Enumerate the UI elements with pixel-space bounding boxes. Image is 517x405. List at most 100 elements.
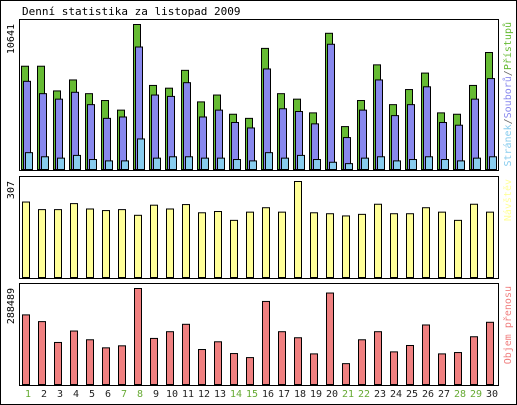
bar-kbytes-Objem přenosu-day-28 xyxy=(454,352,462,386)
bar-visits-Návštěv-day-30 xyxy=(486,211,494,278)
legend-entry: Stránek xyxy=(502,124,514,166)
bar-kbytes-Objem přenosu-day-21 xyxy=(342,363,350,385)
x-tick-label: 24 xyxy=(390,389,402,400)
legend-entry: Souborů xyxy=(502,76,514,118)
bar-kbytes-Objem přenosu-day-1 xyxy=(22,314,30,385)
bar-kbytes-Objem přenosu-day-15 xyxy=(246,357,254,386)
bar-hits-files-pages-Stránek-day-11 xyxy=(185,156,193,170)
bar-visits-Návštěv-day-29 xyxy=(470,203,478,279)
panel-kbytes: 288489 Objem přenosu xyxy=(6,283,514,386)
x-tick-label: 5 xyxy=(89,389,95,400)
bar-kbytes-Objem přenosu-day-27 xyxy=(438,353,446,386)
bar-visits-Návštěv-day-2 xyxy=(38,209,46,278)
bar-hits-files-pages-Souborů-day-23 xyxy=(375,79,383,170)
bar-kbytes-Objem přenosu-day-13 xyxy=(214,341,222,385)
bar-visits-Návštěv-day-27 xyxy=(438,211,446,278)
x-tick-label: 14 xyxy=(230,389,242,400)
bar-visits-Návštěv-day-19 xyxy=(310,212,318,279)
x-tick-label: 10 xyxy=(166,389,178,400)
bar-hits-files-pages-Stránek-day-22 xyxy=(361,157,369,170)
bar-hits-files-pages-Stránek-day-9 xyxy=(153,157,161,170)
x-tick-label: 26 xyxy=(422,389,434,400)
bar-kbytes-Objem přenosu-day-17 xyxy=(278,331,286,385)
bar-visits-Návštěv-day-17 xyxy=(278,211,286,278)
x-axis-day-labels: 1 2 3 4 5 6 7 8 9 10 11 12 13 14 15 16 17 18 19 20 21 22 23 24 2… xyxy=(25,389,498,400)
bar-hits-files-pages-Stránek-day-4 xyxy=(73,154,81,171)
bar-visits-Návštěv-day-16 xyxy=(262,207,270,279)
x-tick-label: 3 xyxy=(57,389,63,400)
bar-visits-Návštěv-day-20 xyxy=(326,213,334,278)
bar-hits-files-pages-Stránek-day-7 xyxy=(121,160,129,171)
bar-hits-files-pages-Stránek-day-14 xyxy=(233,159,241,171)
bar-kbytes-Objem přenosu-day-18 xyxy=(294,337,302,385)
bar-visits-Návštěv-day-21 xyxy=(342,215,350,279)
bar-hits-files-pages-Stránek-day-17 xyxy=(281,157,289,170)
bar-kbytes-Objem přenosu-day-29 xyxy=(470,336,478,385)
bar-visits-Návštěv-day-14 xyxy=(230,219,238,278)
bar-hits-files-pages-Stránek-day-30 xyxy=(489,156,497,170)
bar-visits-Návštěv-day-13 xyxy=(214,211,222,278)
bar-visits-Návštěv-day-1 xyxy=(22,201,30,278)
bar-visits-Návštěv-day-28 xyxy=(454,219,462,278)
x-tick-label: 2 xyxy=(41,389,47,400)
bar-kbytes-Objem přenosu-day-12 xyxy=(198,349,206,385)
bar-kbytes-Objem přenosu-day-20 xyxy=(326,292,334,385)
bar-visits-Návštěv-day-26 xyxy=(422,207,430,279)
bar-hits-files-pages-Stránek-day-13 xyxy=(217,157,225,170)
legend-separator: / xyxy=(503,118,514,124)
x-tick-label: 8 xyxy=(137,389,143,400)
bar-visits-Návštěv-day-11 xyxy=(182,204,190,278)
x-tick-label: 19 xyxy=(310,389,322,400)
bar-visits-Návštěv-day-10 xyxy=(166,208,174,278)
legend: Stránek/Souborů/Přístupů xyxy=(502,22,514,167)
bar-visits-Návštěv-day-7 xyxy=(118,209,126,278)
bar-hits-files-pages-Stránek-day-29 xyxy=(473,157,481,170)
x-tick-label: 1 xyxy=(25,389,31,400)
panel-frame xyxy=(19,283,499,386)
bar-hits-files-pages-Stránek-day-25 xyxy=(409,159,417,171)
x-tick-label: 9 xyxy=(153,389,159,400)
bar-hits-files-pages-Stránek-day-21 xyxy=(345,163,353,170)
x-tick-label: 16 xyxy=(262,389,274,400)
x-tick-label: 29 xyxy=(470,389,482,400)
bar-hits-files-pages-Stránek-day-28 xyxy=(457,160,465,171)
x-tick-label: 12 xyxy=(198,389,210,400)
x-tick-label: 30 xyxy=(486,389,498,400)
bar-hits-files-pages-Souborů-day-20 xyxy=(327,43,335,170)
bar-kbytes-Objem přenosu-day-3 xyxy=(54,341,62,386)
legend-entry: Návštěv xyxy=(502,179,514,221)
bar-kbytes-Objem přenosu-day-14 xyxy=(230,353,238,386)
bar-visits-Návštěv-day-25 xyxy=(406,213,414,278)
bar-hits-files-pages-Stránek-day-1 xyxy=(25,152,33,170)
bar-hits-files-pages-Stránek-day-6 xyxy=(105,160,113,171)
panel-frame xyxy=(19,19,499,171)
panel-frame xyxy=(19,176,499,279)
bar-hits-files-pages-Stránek-day-10 xyxy=(169,156,177,170)
y-axis-max-label: 307 xyxy=(6,181,17,199)
x-tick-label: 17 xyxy=(278,389,290,400)
bar-kbytes-Objem přenosu-day-4 xyxy=(70,330,78,386)
bar-kbytes-Objem přenosu-day-16 xyxy=(262,300,270,386)
legend: Návštěv xyxy=(502,179,514,221)
x-tick-label: 27 xyxy=(438,389,450,400)
bar-hits-files-pages-Stránek-day-12 xyxy=(201,157,209,170)
bar-hits-files-pages-Stránek-day-15 xyxy=(249,160,257,171)
bar-visits-Návštěv-day-5 xyxy=(86,208,94,278)
x-tick-label: 18 xyxy=(294,389,306,400)
bar-hits-files-pages-Stránek-day-2 xyxy=(41,156,49,170)
bar-kbytes-Objem přenosu-day-26 xyxy=(422,324,430,385)
x-tick-label: 25 xyxy=(406,389,418,400)
bar-hits-files-pages-Stránek-day-26 xyxy=(425,156,433,170)
chart-title: Denní statistika za listopad 2009 xyxy=(22,5,241,18)
x-tick-label: 28 xyxy=(454,389,466,400)
bar-kbytes-Objem přenosu-day-23 xyxy=(374,331,382,385)
bar-visits-Návštěv-day-18 xyxy=(294,181,302,278)
bar-hits-files-pages-Stránek-day-20 xyxy=(329,161,337,170)
x-tick-label: 4 xyxy=(73,389,79,400)
bar-hits-files-pages-Stránek-day-3 xyxy=(57,157,65,170)
bar-kbytes-Objem přenosu-day-11 xyxy=(182,323,190,386)
